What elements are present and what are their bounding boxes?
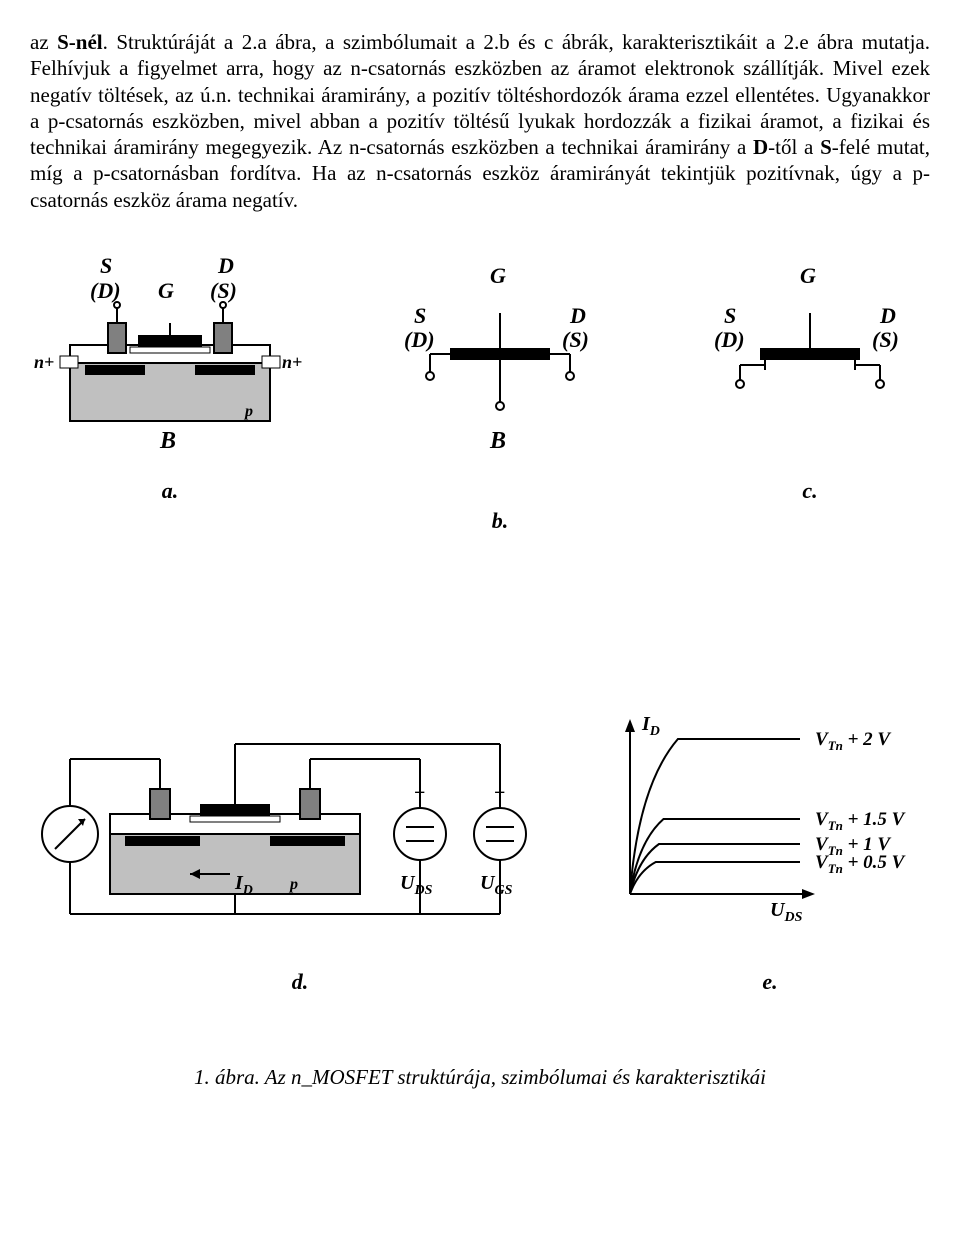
label-Sp: (S) <box>210 278 237 303</box>
iv-curve <box>630 862 800 894</box>
figure-caption: 1. ábra. Az n_MOSFET struktúrája, szimbó… <box>30 1065 930 1090</box>
figure-row-2: + + ID p <box>30 714 930 995</box>
text: az <box>30 30 57 54</box>
diagram-b: G S (D) D (S) B <box>380 253 620 483</box>
diagram-c: G S (D) D (S) <box>690 253 930 453</box>
axis-label-UDS: UDS <box>770 899 803 925</box>
label-S: S <box>100 253 112 278</box>
iv-curve <box>630 819 800 894</box>
label-Sp: (S) <box>562 327 589 352</box>
label-Dp: (D) <box>90 278 121 303</box>
iv-curve <box>630 739 800 894</box>
label-D: D <box>217 253 234 278</box>
figure-panel-a: S (D) G D (S) n+ n+ p B a. <box>30 253 310 504</box>
panel-label-e: e. <box>762 969 777 995</box>
label-UGS: UGS <box>480 872 513 898</box>
figure-panel-c: G S (D) D (S) c. <box>690 253 930 504</box>
panel-label-a: a. <box>162 478 179 504</box>
curve-label: VTn + 2 V <box>815 729 891 753</box>
label-nplus-l: n+ <box>34 352 54 372</box>
diagram-d: + + ID p <box>30 714 570 944</box>
page: az S-nél. Struktúráját a 2.a ábra, a szi… <box>0 0 960 1130</box>
label-S: S <box>414 303 426 328</box>
iv-curve <box>630 844 800 894</box>
axis-label-ID: ID <box>641 714 660 739</box>
text-bold: S-nél <box>57 30 103 54</box>
label-p: p <box>288 876 298 893</box>
label-B: B <box>489 428 506 454</box>
panel-label-c: c. <box>802 478 817 504</box>
figure-row-1: S (D) G D (S) n+ n+ p B a. <box>30 253 930 534</box>
text-bold: D <box>753 135 768 159</box>
diagram-a: S (D) G D (S) n+ n+ p B <box>30 253 310 453</box>
figure-panel-d: + + ID p <box>30 714 570 995</box>
panel-label-b: b. <box>492 508 509 534</box>
figure-panel-b: G S (D) D (S) B b. <box>380 253 620 534</box>
chart-e: VTn + 2 VVTn + 1.5 VVTn + 1 VVTn + 0.5 V… <box>600 714 940 944</box>
label-B: B <box>159 428 176 453</box>
panel-label-d: d. <box>292 969 309 995</box>
label-G: G <box>800 263 816 288</box>
figure-panel-e: VTn + 2 VVTn + 1.5 VVTn + 1 VVTn + 0.5 V… <box>600 714 940 995</box>
label-Sp: (S) <box>872 327 899 352</box>
text: -től a <box>768 135 820 159</box>
label-D: D <box>879 303 896 328</box>
label-UDS: UDS <box>400 872 433 898</box>
text-bold: S <box>820 135 832 159</box>
curve-label: VTn + 1.5 V <box>815 809 906 833</box>
body-paragraph: az S-nél. Struktúráját a 2.a ábra, a szi… <box>30 29 930 213</box>
label-nplus-r: n+ <box>282 352 302 372</box>
label-Dp: (D) <box>714 327 745 352</box>
label-G: G <box>158 278 174 303</box>
label-p: p <box>243 403 253 420</box>
label-Dp: (D) <box>404 327 435 352</box>
label-G: G <box>490 263 506 288</box>
label-D: D <box>569 303 586 328</box>
label-S: S <box>724 303 736 328</box>
